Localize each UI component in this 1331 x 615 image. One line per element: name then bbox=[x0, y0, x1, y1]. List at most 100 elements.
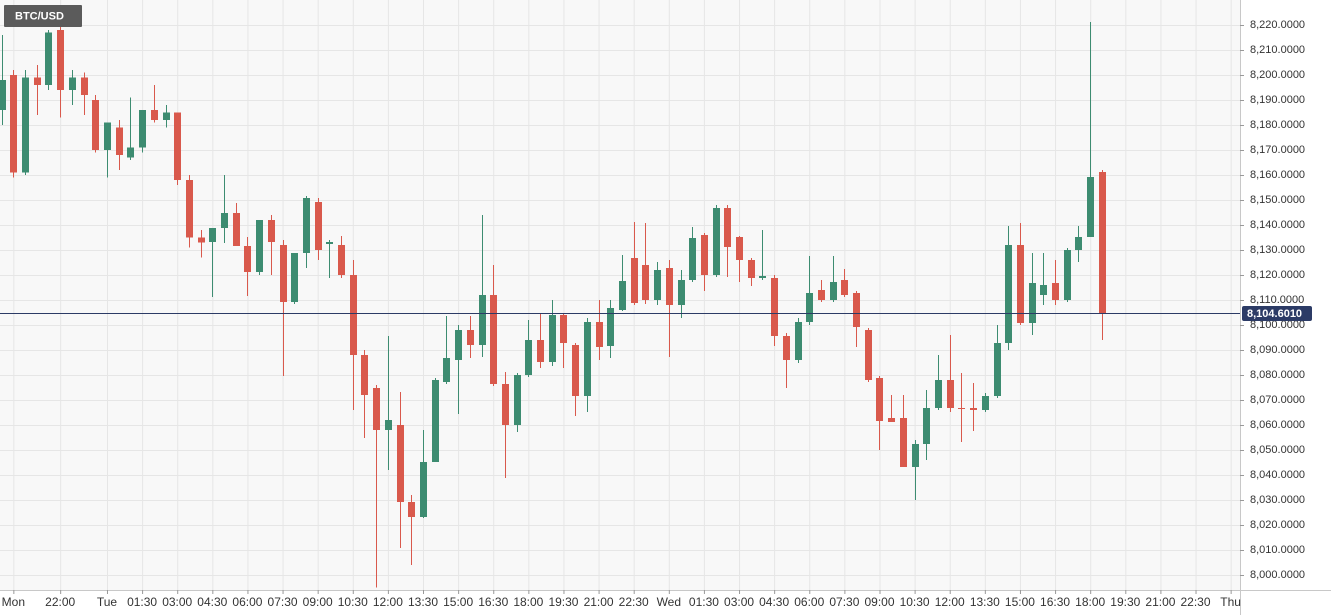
candle-body bbox=[642, 265, 649, 300]
candle-body bbox=[1017, 245, 1024, 323]
candle-body bbox=[455, 330, 462, 360]
x-tick-label: 19:30 bbox=[1110, 595, 1140, 609]
x-tick-label: 09:00 bbox=[303, 595, 333, 609]
candle-body bbox=[923, 408, 930, 444]
candle-body bbox=[1064, 250, 1071, 300]
candle-body bbox=[268, 220, 275, 242]
candle-body bbox=[841, 280, 848, 295]
x-tick-label: 10:30 bbox=[338, 595, 368, 609]
y-tick-label: 8,060.0000 bbox=[1250, 419, 1305, 431]
candle-body bbox=[186, 180, 193, 238]
y-tick-label: 8,120.0000 bbox=[1250, 269, 1305, 281]
candle-body bbox=[1099, 172, 1106, 314]
candle-body bbox=[795, 322, 802, 360]
candle-body bbox=[783, 336, 790, 360]
candle-body bbox=[713, 208, 720, 275]
grid: 8,000.0000 8,010.0000 8,020.0000 8,030.0000… bbox=[0, 0, 1305, 609]
candle-body bbox=[502, 384, 509, 425]
candle-body bbox=[0, 80, 6, 110]
candle-body bbox=[888, 418, 895, 422]
candle-body bbox=[57, 30, 64, 90]
candle-body bbox=[935, 380, 942, 408]
candle-body bbox=[151, 110, 158, 120]
x-tick-label: 06:00 bbox=[232, 595, 262, 609]
candle-body bbox=[1052, 283, 1059, 300]
x-tick-label: 07:30 bbox=[829, 595, 859, 609]
y-tick-label: 8,080.0000 bbox=[1250, 369, 1305, 381]
y-tick-label: 8,150.0000 bbox=[1250, 194, 1305, 206]
x-tick-label: 09:00 bbox=[864, 595, 894, 609]
candle-body bbox=[443, 358, 450, 382]
candle-body bbox=[701, 235, 708, 275]
y-tick-label: 8,010.0000 bbox=[1250, 544, 1305, 556]
candle-body bbox=[116, 127, 123, 155]
y-tick-label: 8,000.0000 bbox=[1250, 569, 1305, 581]
y-tick-label: 8,160.0000 bbox=[1250, 169, 1305, 181]
candle-body bbox=[22, 77, 29, 173]
candle-body bbox=[361, 355, 368, 395]
candle-body bbox=[92, 100, 99, 150]
candle-body bbox=[385, 420, 392, 430]
y-tick-label: 8,090.0000 bbox=[1250, 344, 1305, 356]
y-tick-label: 8,220.0000 bbox=[1250, 19, 1305, 31]
y-tick-label: 8,190.0000 bbox=[1250, 94, 1305, 106]
candle-body bbox=[900, 418, 907, 467]
x-tick-label: 21:00 bbox=[1145, 595, 1175, 609]
x-tick-label: 16:30 bbox=[1040, 595, 1070, 609]
candle-body bbox=[45, 32, 52, 85]
candle-body bbox=[326, 242, 333, 244]
candle-body bbox=[771, 278, 778, 336]
candle-body bbox=[525, 340, 532, 375]
candle-body bbox=[666, 268, 673, 305]
x-tick-label: 03:00 bbox=[162, 595, 192, 609]
candle-body bbox=[912, 444, 919, 467]
candle-body bbox=[104, 122, 111, 150]
candle-body bbox=[572, 345, 579, 396]
x-tick-label: 19:30 bbox=[548, 595, 578, 609]
candle-body bbox=[631, 258, 638, 303]
x-tick-label: Wed bbox=[657, 595, 681, 609]
candle-body bbox=[291, 253, 298, 302]
x-tick-label: 06:00 bbox=[794, 595, 824, 609]
y-tick-label: 8,110.0000 bbox=[1250, 294, 1304, 306]
candle-body bbox=[479, 295, 486, 345]
candle-body bbox=[619, 281, 626, 310]
x-tick-label: 22:30 bbox=[1181, 595, 1211, 609]
x-tick-label: 16:30 bbox=[478, 595, 508, 609]
y-tick-label: 8,030.0000 bbox=[1250, 494, 1305, 506]
candle-body bbox=[596, 322, 603, 347]
candle-body bbox=[724, 208, 731, 247]
x-tick-label: 07:30 bbox=[268, 595, 298, 609]
candle-body bbox=[818, 290, 825, 300]
x-tick-label: 12:00 bbox=[935, 595, 965, 609]
candle-body bbox=[350, 275, 357, 355]
x-tick-label: 13:30 bbox=[408, 595, 438, 609]
x-tick-label: 04:30 bbox=[759, 595, 789, 609]
candle-body bbox=[958, 408, 965, 409]
y-tick-label: 8,130.0000 bbox=[1250, 244, 1305, 256]
x-tick-label: 10:30 bbox=[900, 595, 930, 609]
candle-body bbox=[420, 462, 427, 517]
x-tick-label: 21:00 bbox=[584, 595, 614, 609]
candle-body bbox=[256, 220, 263, 272]
candle-body bbox=[10, 75, 17, 173]
y-tick-label: 8,170.0000 bbox=[1250, 144, 1305, 156]
y-tick-label: 8,040.0000 bbox=[1250, 469, 1305, 481]
x-tick-label: 18:00 bbox=[1075, 595, 1105, 609]
x-tick-label: 12:00 bbox=[373, 595, 403, 609]
title-badge bbox=[4, 5, 82, 27]
candle-body bbox=[1075, 237, 1082, 250]
x-tick-label: 15:00 bbox=[443, 595, 473, 609]
candle-body bbox=[127, 147, 134, 158]
candle-body bbox=[233, 213, 240, 246]
candle-body bbox=[198, 237, 205, 243]
y-tick-label: 8,210.0000 bbox=[1250, 44, 1305, 56]
candle-body bbox=[560, 315, 567, 343]
y-tick-label: 8,140.0000 bbox=[1250, 219, 1305, 231]
candle-body bbox=[654, 270, 661, 300]
candle-body bbox=[853, 293, 860, 327]
candle-body bbox=[397, 425, 404, 502]
y-tick-label: 8,200.0000 bbox=[1250, 69, 1305, 81]
candle-body bbox=[970, 408, 977, 410]
